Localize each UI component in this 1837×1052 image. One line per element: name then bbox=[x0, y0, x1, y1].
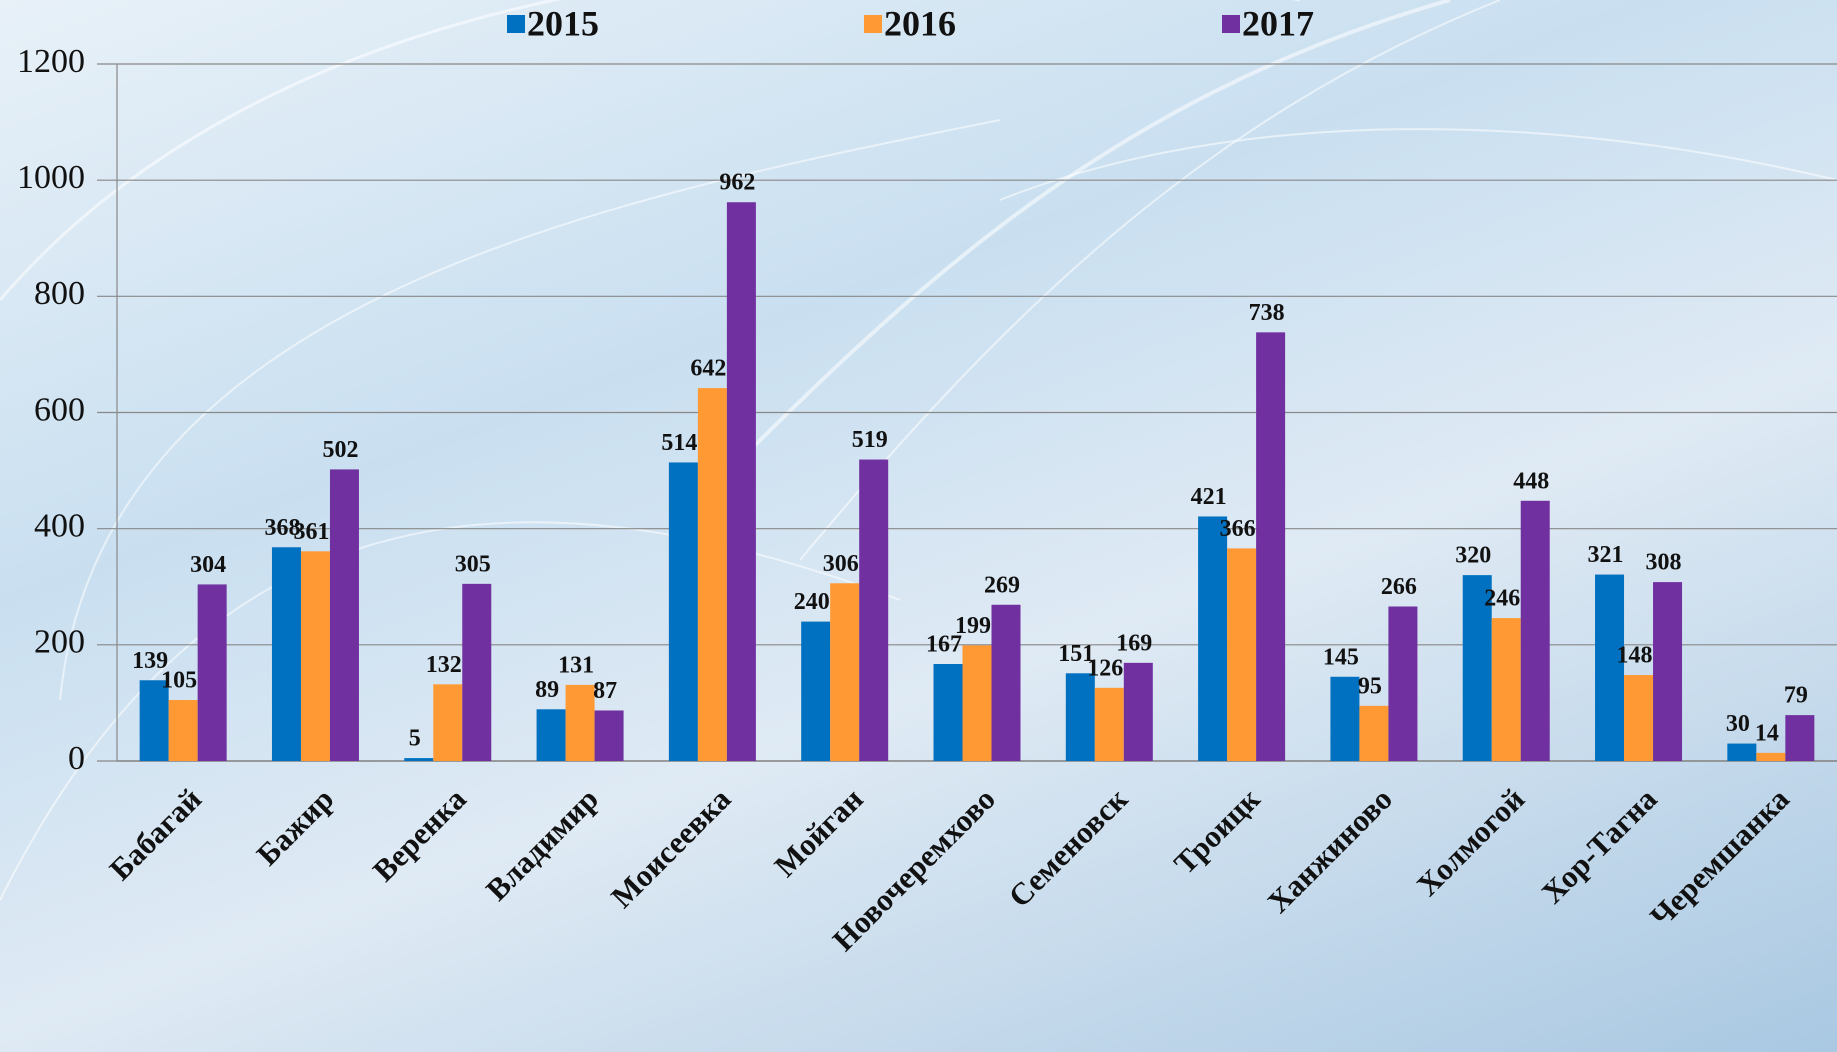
bar bbox=[1624, 675, 1653, 761]
bar bbox=[169, 700, 198, 761]
bar bbox=[1124, 663, 1153, 761]
data-label: 421 bbox=[1191, 484, 1227, 510]
bar bbox=[1521, 501, 1550, 761]
data-label: 246 bbox=[1484, 586, 1520, 612]
data-label: 89 bbox=[535, 677, 559, 703]
x-tick-label: Холмогой bbox=[1410, 781, 1532, 903]
data-label: 320 bbox=[1455, 543, 1491, 569]
data-label: 266 bbox=[1381, 574, 1417, 600]
y-tick-label: 600 bbox=[34, 391, 85, 428]
bar bbox=[566, 685, 595, 761]
y-tick-label: 400 bbox=[34, 507, 85, 544]
y-tick-label: 200 bbox=[34, 624, 85, 661]
bar bbox=[727, 202, 756, 761]
data-label: 502 bbox=[322, 437, 358, 463]
data-label: 199 bbox=[955, 613, 991, 639]
bar bbox=[1330, 677, 1359, 761]
bar bbox=[1066, 673, 1095, 761]
bar bbox=[330, 469, 359, 761]
x-tick-label: Ханжиново bbox=[1261, 781, 1399, 919]
data-label: 306 bbox=[823, 551, 859, 577]
bar bbox=[462, 584, 491, 761]
data-label: 321 bbox=[1588, 542, 1624, 568]
x-tick-label: Бажир bbox=[250, 781, 341, 872]
data-label: 519 bbox=[852, 427, 888, 453]
bar bbox=[698, 388, 727, 761]
data-label: 145 bbox=[1323, 644, 1359, 670]
data-label: 308 bbox=[1646, 550, 1682, 576]
bar bbox=[1727, 744, 1756, 761]
bar bbox=[198, 584, 227, 761]
data-label: 126 bbox=[1087, 655, 1123, 681]
legend-label: 2016 bbox=[884, 3, 956, 43]
bar bbox=[992, 605, 1021, 761]
legend-swatch bbox=[507, 15, 525, 33]
bar bbox=[404, 758, 433, 761]
data-label: 14 bbox=[1755, 720, 1779, 746]
x-tick-label: Моисеевка bbox=[604, 781, 738, 915]
data-label: 131 bbox=[558, 652, 594, 678]
data-label: 366 bbox=[1220, 516, 1256, 542]
data-label: 148 bbox=[1617, 643, 1653, 669]
bar bbox=[1388, 606, 1417, 761]
data-label: 361 bbox=[293, 519, 329, 545]
bar bbox=[1227, 548, 1256, 761]
bar bbox=[669, 462, 698, 761]
data-label: 514 bbox=[661, 430, 697, 456]
data-label: 105 bbox=[161, 668, 197, 694]
bar bbox=[1359, 706, 1388, 761]
bar bbox=[433, 684, 462, 761]
bar bbox=[537, 709, 566, 761]
data-label: 962 bbox=[719, 170, 755, 196]
page: 0 200 400 600 800 1000 1200 2015 2016 2017 Бабагай… bbox=[0, 0, 1837, 1052]
data-label: 448 bbox=[1513, 468, 1549, 494]
legend-swatch bbox=[864, 15, 882, 33]
y-tick-label: 1000 bbox=[17, 159, 85, 196]
data-label: 305 bbox=[455, 551, 491, 577]
x-tick-label: Мойган bbox=[767, 781, 869, 883]
y-tick-label: 800 bbox=[34, 275, 85, 312]
data-label: 738 bbox=[1249, 300, 1285, 326]
legend-swatch bbox=[1222, 15, 1240, 33]
bar bbox=[801, 622, 830, 761]
x-tick-label: Семеновск bbox=[1002, 781, 1135, 914]
x-tick-label: Владимир bbox=[479, 781, 605, 907]
background-decoration bbox=[0, 0, 1837, 900]
data-label: 132 bbox=[426, 652, 462, 678]
bar bbox=[1256, 332, 1285, 761]
bar bbox=[1492, 618, 1521, 761]
x-tick-label: Веренка bbox=[366, 781, 473, 888]
data-label: 95 bbox=[1358, 673, 1382, 699]
bar bbox=[1198, 516, 1227, 761]
x-tick-label: Хор-Тагна bbox=[1535, 781, 1664, 910]
legend-label: 2015 bbox=[527, 3, 599, 43]
bar bbox=[1785, 715, 1814, 761]
data-label: 269 bbox=[984, 572, 1020, 598]
bar bbox=[1756, 753, 1785, 761]
data-label: 5 bbox=[409, 726, 421, 752]
chart: 0 200 400 600 800 1000 1200 2015 2016 2017 Бабагай… bbox=[0, 0, 1837, 1052]
bar bbox=[830, 583, 859, 761]
data-label: 87 bbox=[593, 678, 617, 704]
bar bbox=[1095, 688, 1124, 761]
bar bbox=[859, 460, 888, 761]
bar bbox=[934, 664, 963, 761]
y-tick-label: 0 bbox=[68, 740, 85, 777]
bar bbox=[272, 547, 301, 761]
data-label: 642 bbox=[690, 356, 726, 382]
data-label: 169 bbox=[1116, 630, 1152, 656]
x-tick-label: Черемшанка bbox=[1643, 781, 1796, 934]
x-tick-label: Бабагай bbox=[102, 781, 208, 887]
x-tick-label: Троицк bbox=[1167, 781, 1267, 881]
bar bbox=[1653, 582, 1682, 761]
bar bbox=[595, 710, 624, 761]
bar bbox=[301, 551, 330, 761]
data-label: 240 bbox=[794, 589, 830, 615]
legend-label: 2017 bbox=[1242, 3, 1314, 43]
data-label: 30 bbox=[1726, 711, 1750, 737]
data-label: 304 bbox=[190, 552, 226, 578]
bar bbox=[963, 645, 992, 761]
y-tick-label: 1200 bbox=[17, 43, 85, 80]
data-label: 79 bbox=[1784, 683, 1808, 709]
